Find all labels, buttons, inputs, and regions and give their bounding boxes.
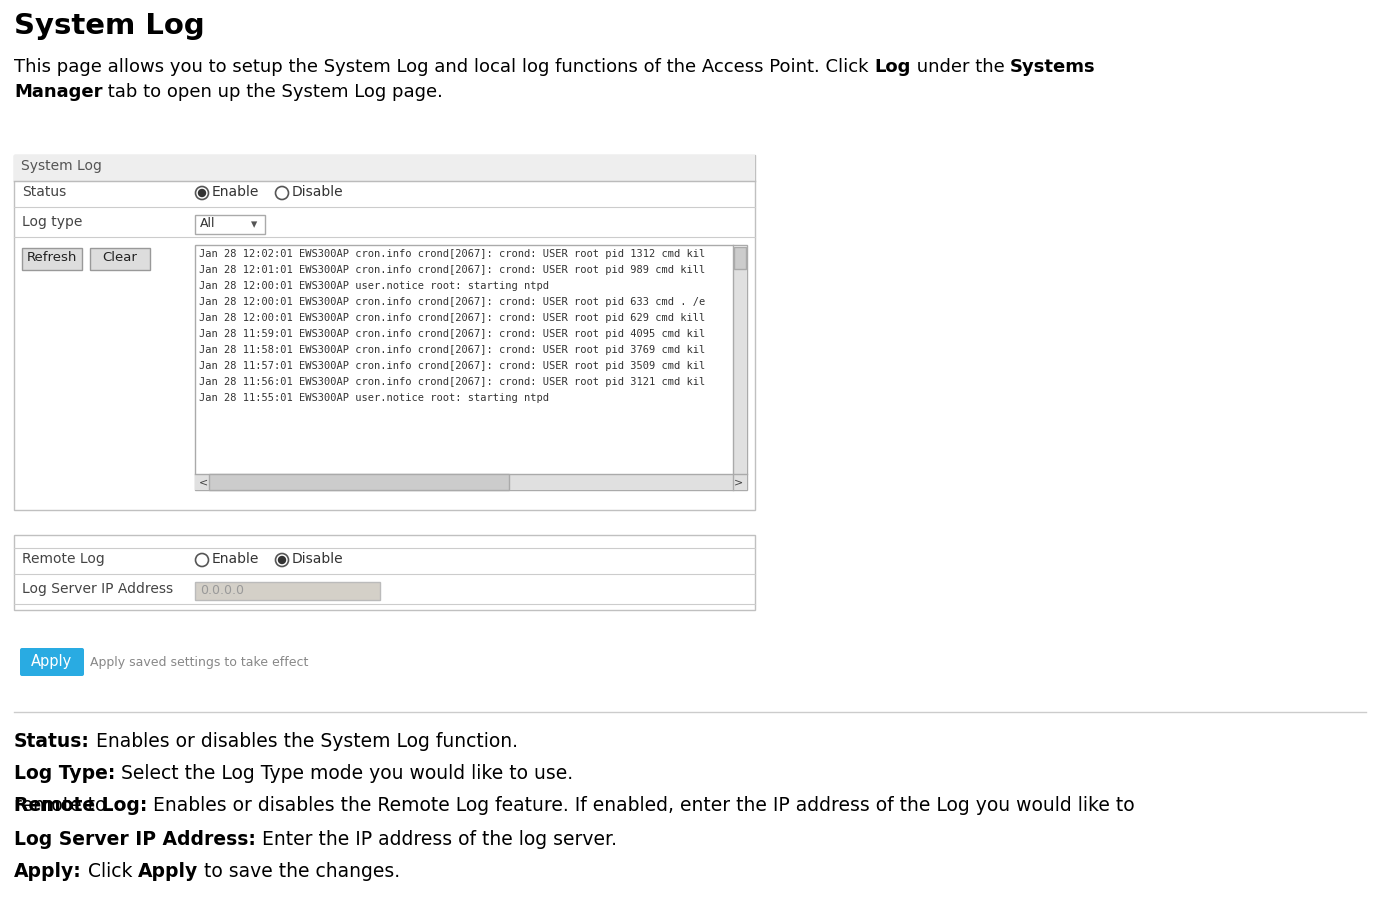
Bar	[733, 261, 747, 490]
Text: >: >	[734, 477, 744, 487]
Text: remote to.: remote to.	[14, 796, 112, 815]
Circle shape	[199, 190, 206, 197]
Text: Remote Log: Remote Log	[22, 552, 105, 566]
Text: Click: Click	[81, 862, 138, 881]
Text: Jan 28 11:56:01 EWS300AP cron.info crond[2067]: crond: USER root pid 3121 cmd ki: Jan 28 11:56:01 EWS300AP cron.info crond…	[199, 377, 705, 387]
Bar	[734, 247, 747, 269]
Text: Status:: Status:	[14, 732, 90, 751]
Bar	[14, 155, 755, 510]
Text: Apply: Apply	[32, 654, 73, 669]
Text: Enable: Enable	[213, 185, 259, 199]
Text: Jan 28 12:02:01 EWS300AP cron.info crond[2067]: crond: USER root pid 1312 cmd ki: Jan 28 12:02:01 EWS300AP cron.info crond…	[199, 249, 705, 259]
Text: All: All	[200, 217, 215, 230]
Text: Log: Log	[875, 58, 911, 76]
Text: <: <	[199, 477, 208, 487]
FancyBboxPatch shape	[19, 648, 84, 676]
Text: Jan 28 12:00:01 EWS300AP cron.info crond[2067]: crond: USER root pid 633 cmd . /: Jan 28 12:00:01 EWS300AP cron.info crond…	[199, 297, 705, 307]
Text: under the: under the	[911, 58, 1010, 76]
Bar	[195, 582, 380, 600]
Bar	[14, 155, 755, 181]
Text: System Log: System Log	[21, 159, 102, 173]
Text: Log type: Log type	[22, 215, 83, 229]
Text: Jan 28 11:55:01 EWS300AP user.notice root: starting ntpd: Jan 28 11:55:01 EWS300AP user.notice roo…	[199, 393, 549, 403]
Text: Disable: Disable	[293, 552, 344, 566]
Text: ▾: ▾	[251, 218, 257, 231]
Text: Jan 28 11:57:01 EWS300AP cron.info crond[2067]: crond: USER root pid 3509 cmd ki: Jan 28 11:57:01 EWS300AP cron.info crond…	[199, 361, 705, 371]
Text: Manager: Manager	[14, 83, 102, 101]
Text: Log Server IP Address:: Log Server IP Address:	[14, 830, 255, 849]
Bar	[90, 248, 150, 270]
Text: System Log: System Log	[14, 12, 204, 40]
Bar	[195, 245, 747, 490]
Text: tab to open up the System Log page.: tab to open up the System Log page.	[102, 83, 443, 101]
Bar	[14, 535, 755, 610]
Text: Jan 28 11:59:01 EWS300AP cron.info crond[2067]: crond: USER root pid 4095 cmd ki: Jan 28 11:59:01 EWS300AP cron.info crond…	[199, 329, 705, 339]
Text: Systems: Systems	[1010, 58, 1096, 76]
Text: Enables or disables the Remote Log feature. If enabled, enter the IP address of : Enables or disables the Remote Log featu…	[148, 796, 1134, 815]
Text: Apply saved settings to take effect: Apply saved settings to take effect	[90, 656, 308, 669]
Text: Select the Log Type mode you would like to use.: Select the Log Type mode you would like …	[116, 764, 574, 783]
Text: to save the changes.: to save the changes.	[199, 862, 400, 881]
Text: Clear: Clear	[102, 251, 138, 264]
Text: Disable: Disable	[293, 185, 344, 199]
Text: Jan 28 12:01:01 EWS300AP cron.info crond[2067]: crond: USER root pid 989 cmd kil: Jan 28 12:01:01 EWS300AP cron.info crond…	[199, 265, 705, 275]
Bar	[22, 248, 81, 270]
Text: 0.0.0.0: 0.0.0.0	[200, 584, 244, 597]
Text: Enter the IP address of the log server.: Enter the IP address of the log server.	[255, 830, 617, 849]
Text: Enables or disables the System Log function.: Enables or disables the System Log funct…	[90, 732, 518, 751]
Text: Apply: Apply	[138, 862, 199, 881]
Text: Remote Log:: Remote Log:	[14, 796, 148, 815]
Text: Log Type:: Log Type:	[14, 764, 116, 783]
Text: Jan 28 12:00:01 EWS300AP cron.info crond[2067]: crond: USER root pid 629 cmd kil: Jan 28 12:00:01 EWS300AP cron.info crond…	[199, 313, 705, 323]
Bar	[208, 474, 509, 490]
Text: Apply:: Apply:	[14, 862, 81, 881]
Circle shape	[279, 556, 286, 564]
Text: Enable: Enable	[213, 552, 259, 566]
Bar	[195, 474, 733, 490]
Text: Jan 28 12:00:01 EWS300AP user.notice root: starting ntpd: Jan 28 12:00:01 EWS300AP user.notice roo…	[199, 281, 549, 291]
Bar	[195, 215, 265, 234]
Text: Jan 28 11:58:01 EWS300AP cron.info crond[2067]: crond: USER root pid 3769 cmd ki: Jan 28 11:58:01 EWS300AP cron.info crond…	[199, 345, 705, 355]
Text: Log Server IP Address: Log Server IP Address	[22, 582, 172, 596]
Text: Status: Status	[22, 185, 66, 199]
Text: This page allows you to setup the System Log and local log functions of the Acce: This page allows you to setup the System…	[14, 58, 875, 76]
Text: Refresh: Refresh	[26, 251, 77, 264]
